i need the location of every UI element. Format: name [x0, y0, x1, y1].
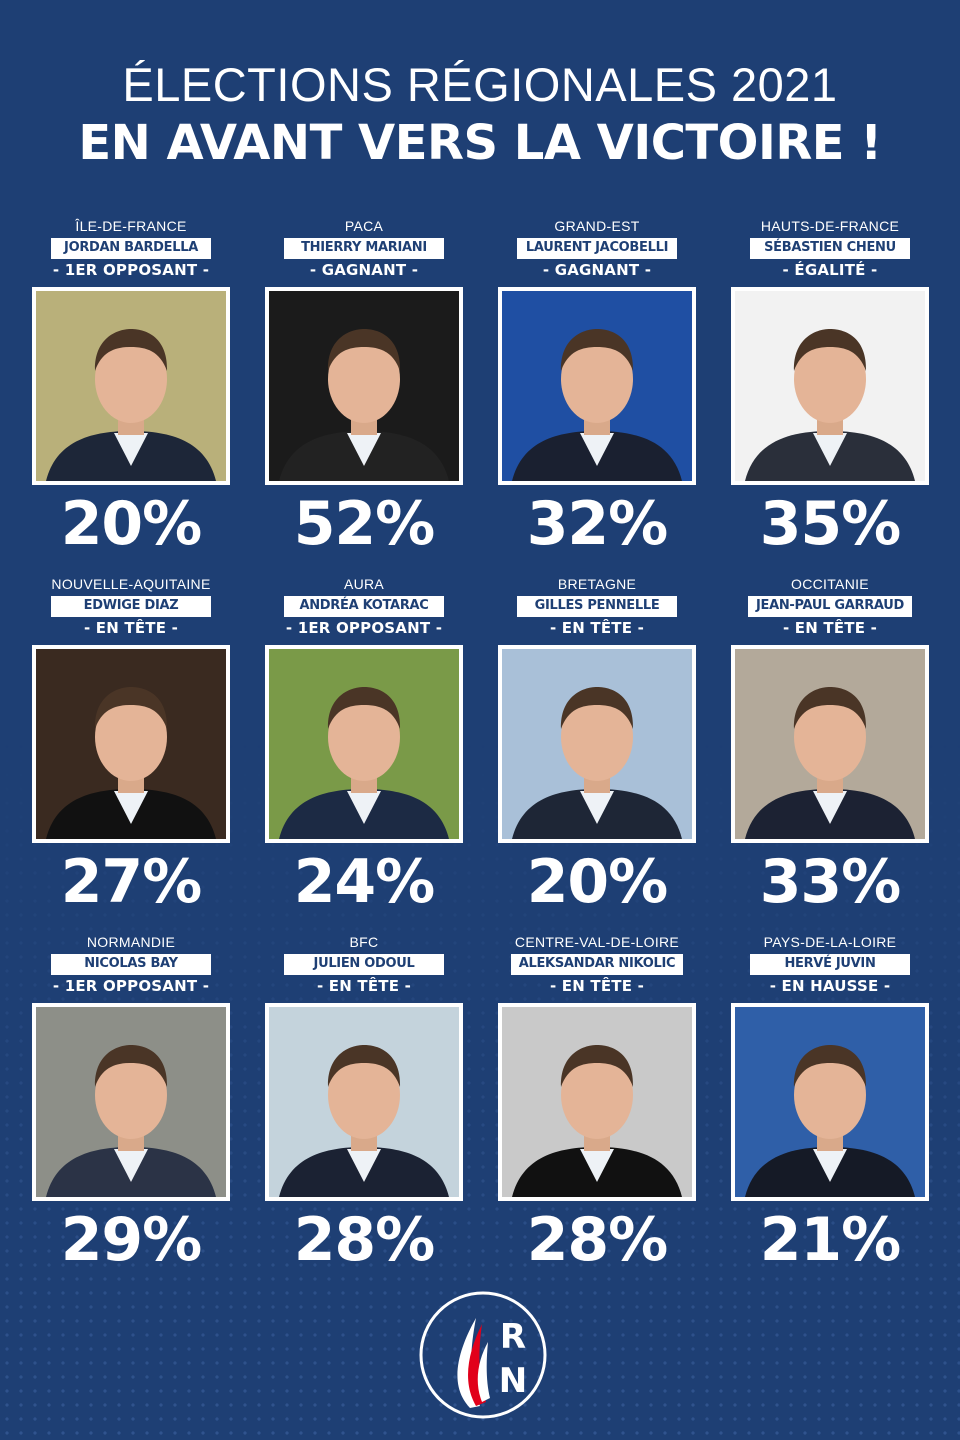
candidate-card: HAUTS-DE-FRANCE SÉBASTIEN CHENU - ÉGALITÉ … [717, 218, 943, 576]
candidate-photo [498, 287, 696, 485]
candidate-card: PACA THIERRY MARIANI - GAGNANT - 52% [251, 218, 477, 576]
candidate-photo [265, 287, 463, 485]
candidate-name: NICOLAS BAY [51, 954, 211, 975]
rn-logo-graphic: R N [419, 1291, 547, 1419]
candidate-percent: 28% [526, 1205, 669, 1275]
candidate-card: GRAND-EST LAURENT JACOBELLI - GAGNANT - 32% [484, 218, 710, 576]
candidate-name: GILLES PENNELLE [517, 596, 677, 617]
candidate-percent: 20% [60, 489, 203, 559]
candidate-photo [32, 287, 230, 485]
portrait-placeholder [735, 649, 925, 839]
logo-letter-n: N [499, 1361, 527, 1401]
candidate-region: AURA [343, 576, 385, 592]
candidate-card: AURA ANDRÉA KOTARAC - 1ER OPPOSANT - 24% [251, 576, 477, 934]
candidate-region: NORMANDIE [86, 934, 176, 950]
candidate-region: HAUTS-DE-FRANCE [760, 218, 900, 234]
portrait-placeholder [735, 291, 925, 481]
logo-flame-white [457, 1318, 480, 1408]
portrait-placeholder [269, 1007, 459, 1197]
candidate-percent: 35% [759, 489, 902, 559]
candidate-region: GRAND-EST [554, 218, 640, 234]
candidate-name: SÉBASTIEN CHENU [750, 238, 910, 259]
candidate-percent: 21% [759, 1205, 902, 1275]
candidate-photo [498, 645, 696, 843]
candidate-percent: 33% [759, 847, 902, 917]
portrait-placeholder [36, 649, 226, 839]
portrait-placeholder [502, 1007, 692, 1197]
candidate-status: - EN TÊTE - [549, 619, 645, 637]
candidate-status: - EN TÊTE - [316, 977, 412, 995]
portrait-placeholder [269, 649, 459, 839]
candidate-status: - EN TÊTE - [782, 619, 878, 637]
candidate-name: THIERRY MARIANI [284, 238, 444, 259]
candidate-status: - EN TÊTE - [549, 977, 645, 995]
logo-flame-inner [477, 1342, 490, 1402]
candidate-photo [498, 1003, 696, 1201]
candidate-photo [265, 1003, 463, 1201]
candidate-photo [32, 645, 230, 843]
candidate-photo [731, 287, 929, 485]
header: ÉLECTIONS RÉGIONALES 2021 EN AVANT VERS … [0, 58, 960, 172]
candidate-percent: 27% [60, 847, 203, 917]
candidate-region: PAYS-DE-LA-LOIRE [763, 934, 897, 950]
portrait-placeholder [36, 1007, 226, 1197]
candidate-region: BRETAGNE [557, 576, 637, 592]
candidate-percent: 52% [293, 489, 436, 559]
portrait-placeholder [269, 291, 459, 481]
candidate-photo [731, 645, 929, 843]
candidate-status: - GAGNANT - [309, 261, 419, 279]
candidate-status: - 1ER OPPOSANT - [52, 261, 210, 279]
candidate-status: - 1ER OPPOSANT - [52, 977, 210, 995]
candidate-status: - 1ER OPPOSANT - [285, 619, 443, 637]
candidate-card: BRETAGNE GILLES PENNELLE - EN TÊTE - 20% [484, 576, 710, 934]
candidate-name: JULIEN ODOUL [284, 954, 444, 975]
candidate-name: JEAN-PAUL GARRAUD [747, 596, 913, 617]
candidate-region: NOUVELLE-AQUITAINE [51, 576, 211, 592]
candidate-name: JORDAN BARDELLA [51, 238, 211, 259]
candidate-percent: 20% [526, 847, 669, 917]
logo-circle [419, 1291, 547, 1419]
candidate-region: PACA [344, 218, 384, 234]
poster-slogan: EN AVANT VERS LA VICTOIRE ! [78, 115, 882, 171]
candidate-name: ALEKSANDAR NIKOLIC [510, 954, 684, 975]
candidate-card: PAYS-DE-LA-LOIRE HERVÉ JUVIN - EN HAUSSE -… [717, 934, 943, 1292]
candidate-grid: ÎLE-DE-FRANCE JORDAN BARDELLA - 1ER OPPOSA… [18, 218, 942, 1292]
candidate-region: ÎLE-DE-FRANCE [75, 218, 187, 234]
candidate-percent: 28% [293, 1205, 436, 1275]
poster-title: ÉLECTIONS RÉGIONALES 2021 [122, 58, 838, 111]
portrait-placeholder [735, 1007, 925, 1197]
candidate-name: EDWIGE DIAZ [51, 596, 211, 617]
candidate-status: - GAGNANT - [542, 261, 652, 279]
candidate-status: - EN TÊTE - [83, 619, 179, 637]
candidate-card: CENTRE-VAL-DE-LOIRE ALEKSANDAR NIKOLIC - E… [484, 934, 710, 1292]
candidate-card: NORMANDIE NICOLAS BAY - 1ER OPPOSANT - 29% [18, 934, 244, 1292]
candidate-percent: 29% [60, 1205, 203, 1275]
candidate-status: - ÉGALITÉ - [782, 261, 878, 279]
candidate-name: HERVÉ JUVIN [750, 954, 910, 975]
candidate-name: LAURENT JACOBELLI [517, 238, 677, 259]
rn-logo: R N [418, 1290, 548, 1420]
candidate-status: - EN HAUSSE - [769, 977, 891, 995]
candidate-region: BFC [349, 934, 379, 950]
candidate-card: NOUVELLE-AQUITAINE EDWIGE DIAZ - EN TÊTE -… [18, 576, 244, 934]
candidate-card: ÎLE-DE-FRANCE JORDAN BARDELLA - 1ER OPPOSA… [18, 218, 244, 576]
candidate-percent: 24% [293, 847, 436, 917]
portrait-placeholder [502, 649, 692, 839]
candidate-region: CENTRE-VAL-DE-LOIRE [514, 934, 680, 950]
candidate-photo [731, 1003, 929, 1201]
candidate-name: ANDRÉA KOTARAC [284, 596, 444, 617]
candidate-photo [265, 645, 463, 843]
candidate-photo [32, 1003, 230, 1201]
candidate-card: BFC JULIEN ODOUL - EN TÊTE - 28% [251, 934, 477, 1292]
candidate-percent: 32% [526, 489, 669, 559]
logo-letter-r: R [500, 1317, 526, 1357]
portrait-placeholder [502, 291, 692, 481]
candidate-region: OCCITANIE [791, 576, 869, 592]
candidate-card: OCCITANIE JEAN-PAUL GARRAUD - EN TÊTE - 33% [717, 576, 943, 934]
portrait-placeholder [36, 291, 226, 481]
